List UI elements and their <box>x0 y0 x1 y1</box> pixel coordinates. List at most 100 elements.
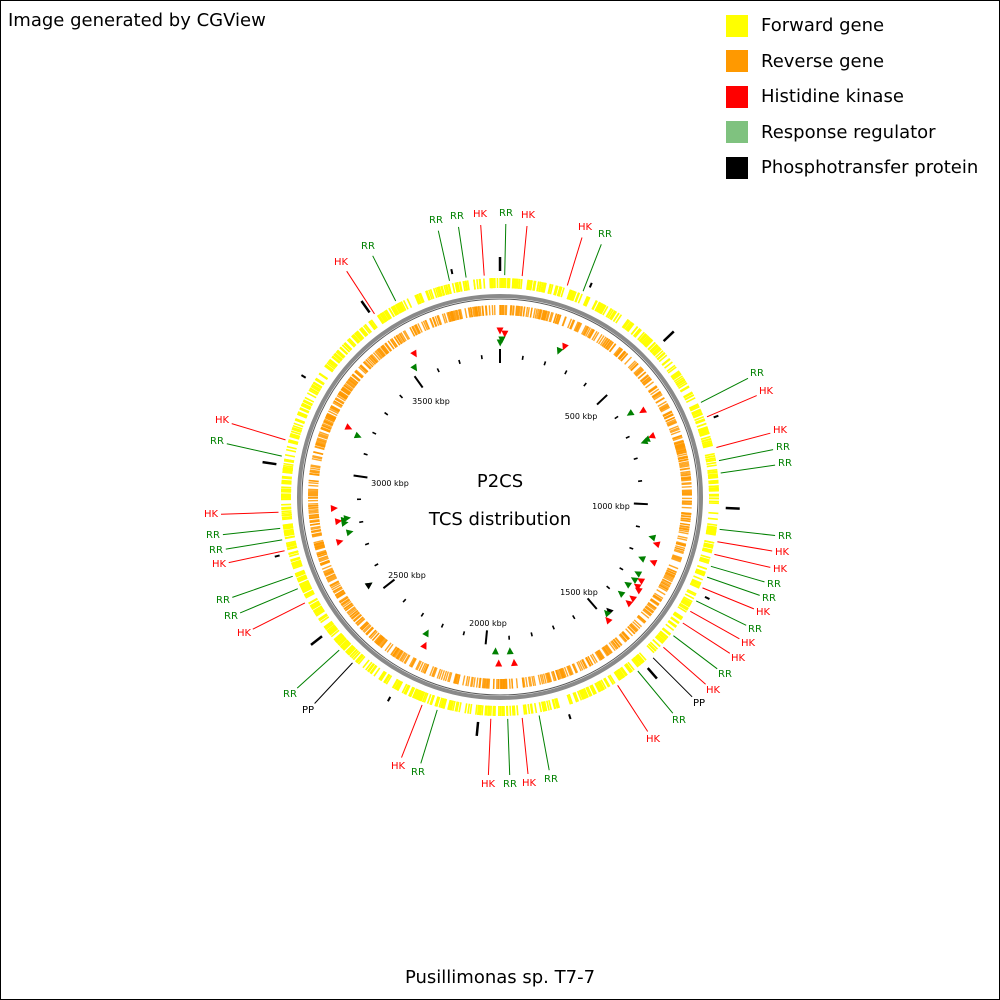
reverse-gene-mark <box>552 670 557 681</box>
reverse-gene-mark <box>636 616 646 624</box>
reverse-gene-mark <box>488 678 491 689</box>
forward-gene-mark <box>681 599 691 607</box>
forward-gene-mark <box>384 674 391 684</box>
backbone-ring-inner <box>301 298 699 696</box>
forward-gene-mark <box>708 476 719 480</box>
reverse-gene-mark <box>677 455 688 460</box>
forward-gene-mark <box>703 542 714 547</box>
reverse-gene-mark <box>622 630 630 640</box>
forward-gene-mark <box>435 696 441 707</box>
forward-gene-mark <box>281 511 292 515</box>
reverse-gene-mark <box>637 614 647 623</box>
forward-gene-mark <box>295 417 306 424</box>
histidine-kinase-marker <box>634 587 643 595</box>
reverse-gene-mark <box>488 305 491 316</box>
forward-gene-mark <box>379 313 387 323</box>
callout-line <box>480 224 485 276</box>
histidine-kinase-marker <box>501 330 509 338</box>
reverse-gene-mark <box>327 576 337 582</box>
forward-gene-mark <box>695 568 706 574</box>
forward-gene-mark <box>282 523 293 527</box>
reverse-gene-mark <box>679 465 690 469</box>
reverse-gene-mark <box>414 324 421 335</box>
forward-gene-mark <box>296 574 307 580</box>
callout-label: HK <box>741 638 756 649</box>
reverse-gene-mark <box>453 673 457 684</box>
response-regulator-marker <box>498 336 506 344</box>
forward-gene-mark <box>706 525 717 529</box>
callout-line <box>220 511 279 515</box>
forward-gene-mark <box>455 701 460 712</box>
callout-label: HK <box>773 564 788 575</box>
forward-gene-mark <box>479 705 483 716</box>
forward-gene-mark <box>615 314 623 324</box>
forward-gene-mark <box>301 404 311 410</box>
callout-label: HK <box>773 425 788 436</box>
map-subtitle: TCS distribution <box>428 509 571 530</box>
reverse-gene-mark <box>557 669 562 680</box>
forward-gene-mark <box>543 282 547 293</box>
forward-gene-mark <box>658 354 668 363</box>
reverse-gene-mark <box>681 478 692 481</box>
forward-gene-mark <box>325 622 334 630</box>
reverse-gene-mark <box>447 311 452 322</box>
reverse-gene-mark <box>587 655 594 666</box>
reverse-gene-mark <box>465 675 469 687</box>
legend-label: Phosphotransfer protein <box>761 157 979 179</box>
reverse-gene-mark <box>522 677 526 688</box>
reverse-gene-mark <box>588 329 595 339</box>
forward-gene-mark <box>699 556 710 562</box>
forward-gene-mark <box>283 459 295 464</box>
forward-gene-mark <box>704 452 715 457</box>
forward-gene-mark <box>308 389 318 396</box>
forward-gene-mark <box>467 703 471 714</box>
forward-gene-mark <box>666 364 676 372</box>
inner-tick <box>484 630 488 645</box>
callout-label: HK <box>522 778 537 789</box>
forward-gene-mark <box>281 507 292 510</box>
callout-line <box>521 717 529 775</box>
forward-gene-mark <box>416 690 422 701</box>
reverse-gene-mark <box>308 508 319 512</box>
forward-gene-mark <box>702 547 713 552</box>
outer-tick <box>588 282 593 288</box>
legend-swatch-response-regulator <box>726 121 748 144</box>
forward-gene-mark <box>702 548 713 553</box>
reverse-gene-mark <box>675 542 686 547</box>
reverse-gene-mark <box>610 641 618 650</box>
reverse-gene-mark <box>662 410 672 417</box>
forward-gene-mark <box>309 387 320 394</box>
callout-label: HK <box>215 415 230 426</box>
reverse-gene-mark <box>671 556 682 562</box>
reverse-gene-mark <box>371 632 380 641</box>
inner-tick <box>382 578 396 589</box>
inner-tick <box>586 597 598 610</box>
inner-tick <box>635 525 641 528</box>
reverse-gene-mark <box>377 348 386 357</box>
reverse-gene-mark <box>641 376 651 384</box>
forward-gene-mark <box>376 315 384 325</box>
forward-gene-mark <box>310 385 321 393</box>
reverse-gene-mark <box>369 630 378 640</box>
forward-gene-mark <box>680 600 690 608</box>
forward-gene-mark <box>287 440 299 445</box>
reverse-gene-mark <box>308 514 319 517</box>
callout-label: RR <box>429 215 443 226</box>
forward-gene-mark <box>310 601 320 608</box>
forward-gene-mark <box>340 640 350 649</box>
reverse-gene-mark <box>342 600 352 608</box>
reverse-gene-mark <box>342 386 352 394</box>
reverse-gene-mark <box>640 611 650 619</box>
reverse-gene-mark <box>585 657 592 667</box>
reverse-gene-mark <box>627 626 636 635</box>
histidine-kinase-marker <box>496 327 504 335</box>
forward-gene-mark <box>342 642 351 651</box>
forward-gene-mark <box>432 288 438 299</box>
reverse-gene-mark <box>662 411 673 417</box>
reverse-gene-mark <box>319 559 330 565</box>
forward-gene-mark <box>434 696 440 707</box>
forward-gene-mark <box>579 689 585 700</box>
reverse-gene-mark <box>680 470 691 474</box>
response-regulator-marker <box>648 534 657 542</box>
forward-gene-mark <box>691 410 702 416</box>
